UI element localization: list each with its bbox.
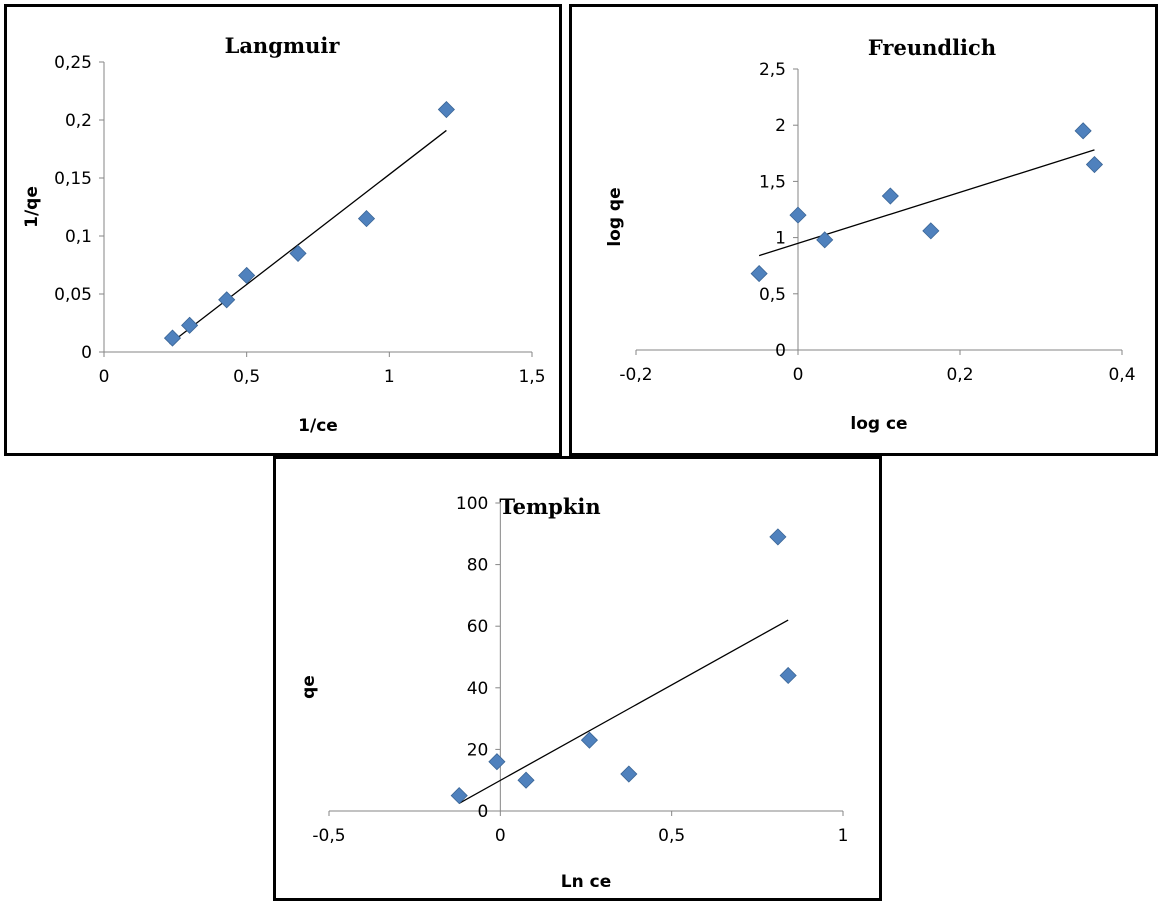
langmuir-chart: 0 0,5 1 1,5 0 0,05 0,1 0,15 0,2 0,25 Langmuir 1/ce 1…: [22, 33, 546, 436]
x-tick-label: 0,2: [946, 365, 973, 385]
trendline: [458, 619, 789, 804]
y-tick-label: 1: [775, 229, 786, 249]
data-point: [881, 187, 899, 205]
y-tick-label: 0: [478, 802, 489, 822]
data-point: [181, 316, 199, 334]
data-point: [437, 100, 455, 119]
data-point: [1074, 122, 1092, 140]
y-tick-label: 0,15: [54, 169, 92, 189]
data-point: [450, 787, 468, 805]
data-point: [779, 666, 797, 685]
y-tick-label: 0: [775, 341, 786, 361]
y-tick-label: 80: [467, 556, 489, 576]
y-tick-label: 60: [467, 617, 489, 637]
chart-title: Langmuir: [225, 33, 341, 58]
data-point: [289, 244, 307, 262]
langmuir-chart-panel: 0 0,5 1 1,5 0 0,05 0,1 0,15 0,2 0,25 Langmuir 1/ce 1…: [4, 4, 562, 456]
y-tick-label: 2,5: [759, 60, 786, 80]
y-tick-label: 0,5: [759, 285, 786, 305]
data-point: [357, 210, 376, 228]
y-tick-label: 0: [81, 343, 92, 363]
data-point: [580, 731, 598, 749]
freundlich-chart: -0,2 0 0,2 0,4 0 0,5 1 1,5 2 2,5 Freundlich log ce l…: [605, 35, 1136, 434]
x-tick-label: 1: [384, 367, 395, 387]
data-point: [218, 291, 236, 309]
x-tick-label: 0: [495, 826, 506, 846]
y-tick-label: 0,1: [65, 227, 92, 247]
y-tick-label: 0,2: [65, 111, 92, 131]
chart-title: Freundlich: [868, 35, 996, 60]
data-point: [1085, 155, 1104, 174]
trendline: [758, 149, 1095, 257]
x-tick-label: -0,5: [312, 826, 345, 846]
data-point: [816, 231, 834, 249]
x-tick-label: 1: [838, 826, 849, 846]
data-point: [163, 329, 182, 347]
x-tick-label: 0: [793, 365, 804, 385]
data-point: [238, 266, 256, 285]
tempkin-chart: -0,5 0 0,5 1 0 20 40 60 80 100 Tempkin Ln ce qe: [299, 494, 849, 892]
y-tick-label: 1,5: [759, 172, 786, 192]
tempkin-chart-panel: -0,5 0 0,5 1 0 20 40 60 80 100 Tempkin Ln ce qe: [273, 456, 882, 901]
y-tick-label: 20: [467, 740, 489, 760]
x-axis-label: 1/ce: [298, 416, 338, 436]
y-tick-label: 100: [456, 494, 488, 514]
x-tick-label: 0,5: [233, 367, 260, 387]
data-point: [620, 765, 638, 783]
y-axis-label: qe: [299, 675, 319, 699]
data-point: [789, 206, 807, 224]
trendline: [169, 129, 447, 345]
x-axis-label: Ln ce: [561, 872, 611, 892]
data-point: [769, 528, 787, 546]
x-tick-label: 0,4: [1108, 365, 1135, 385]
y-tick-label: 0,05: [54, 285, 92, 305]
x-tick-label: -0,2: [619, 365, 652, 385]
y-axis-label: 1/qe: [22, 186, 42, 228]
data-point: [488, 753, 506, 771]
y-tick-label: 0,25: [54, 53, 92, 73]
x-axis-label: log ce: [850, 414, 907, 434]
x-tick-label: 1,5: [518, 367, 545, 387]
y-tick-label: 40: [467, 679, 489, 699]
chart-title: Tempkin: [499, 494, 600, 519]
y-axis-label: log qe: [605, 187, 625, 246]
x-tick-label: 0: [99, 367, 110, 387]
data-point: [750, 265, 768, 283]
x-tick-label: 0,5: [658, 826, 685, 846]
freundlich-chart-panel: -0,2 0 0,2 0,4 0 0,5 1 1,5 2 2,5 Freundlich log ce l…: [569, 4, 1158, 456]
data-point: [922, 222, 940, 240]
y-tick-label: 2: [775, 116, 786, 136]
data-point: [517, 771, 535, 789]
